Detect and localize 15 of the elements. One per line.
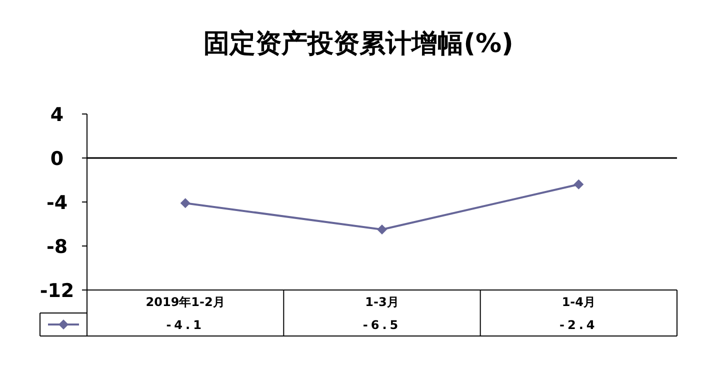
y-tick-label: -8 xyxy=(46,236,68,258)
title: 固定资产投资累计增幅(%) xyxy=(204,29,514,59)
point xyxy=(377,224,387,234)
y-tick-label: 4 xyxy=(50,104,64,126)
point xyxy=(574,179,584,190)
y-tick-label: -12 xyxy=(40,280,74,302)
y-tick-label: -4 xyxy=(46,192,68,214)
x-tick-label: 1-3月 xyxy=(365,295,399,309)
x-tick-label: 1-4月 xyxy=(562,295,596,309)
y-tick-label: 0 xyxy=(50,148,64,170)
point xyxy=(180,198,190,208)
data-label: -6.5 xyxy=(362,318,402,332)
x-tick-label: 2019年1-2月 xyxy=(146,295,225,309)
data-label: -4.1 xyxy=(166,318,204,332)
data-label: -2.4 xyxy=(560,318,598,332)
